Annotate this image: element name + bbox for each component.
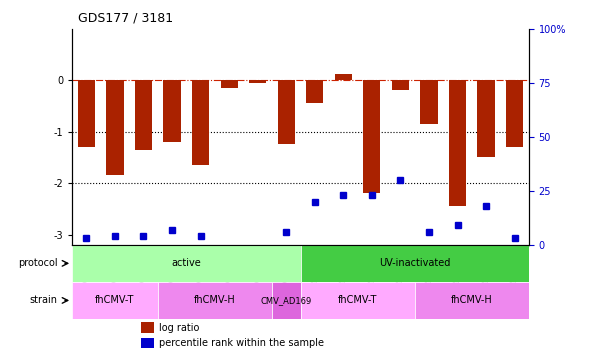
Bar bbox=[163, 80, 180, 142]
FancyBboxPatch shape bbox=[72, 245, 300, 282]
Bar bbox=[392, 80, 409, 90]
Text: active: active bbox=[171, 258, 201, 268]
Text: log ratio: log ratio bbox=[159, 323, 200, 333]
Text: strain: strain bbox=[30, 296, 58, 306]
FancyBboxPatch shape bbox=[415, 282, 529, 319]
FancyBboxPatch shape bbox=[300, 282, 415, 319]
FancyBboxPatch shape bbox=[72, 282, 157, 319]
Bar bbox=[135, 80, 152, 150]
Bar bbox=[449, 80, 466, 206]
Bar bbox=[141, 322, 154, 333]
Bar bbox=[192, 80, 209, 165]
Text: GDS177 / 3181: GDS177 / 3181 bbox=[78, 12, 173, 25]
Text: fhCMV-H: fhCMV-H bbox=[451, 296, 493, 306]
Text: UV-inactivated: UV-inactivated bbox=[379, 258, 450, 268]
Bar bbox=[477, 80, 495, 157]
Bar bbox=[506, 80, 523, 147]
Bar bbox=[421, 80, 438, 124]
Bar bbox=[306, 80, 323, 103]
Text: fhCMV-H: fhCMV-H bbox=[194, 296, 236, 306]
Text: CMV_AD169: CMV_AD169 bbox=[261, 296, 312, 305]
Bar bbox=[278, 80, 294, 145]
Bar bbox=[363, 80, 380, 193]
FancyBboxPatch shape bbox=[300, 245, 529, 282]
FancyBboxPatch shape bbox=[272, 282, 300, 319]
Text: fhCMV-T: fhCMV-T bbox=[95, 296, 135, 306]
Text: protocol: protocol bbox=[18, 258, 58, 268]
Bar bbox=[249, 80, 266, 82]
Bar bbox=[141, 337, 154, 348]
Bar bbox=[78, 80, 95, 147]
Bar bbox=[221, 80, 237, 88]
Bar bbox=[335, 74, 352, 80]
FancyBboxPatch shape bbox=[157, 282, 272, 319]
Text: fhCMV-T: fhCMV-T bbox=[338, 296, 377, 306]
Text: percentile rank within the sample: percentile rank within the sample bbox=[159, 338, 324, 348]
Bar bbox=[106, 80, 124, 175]
